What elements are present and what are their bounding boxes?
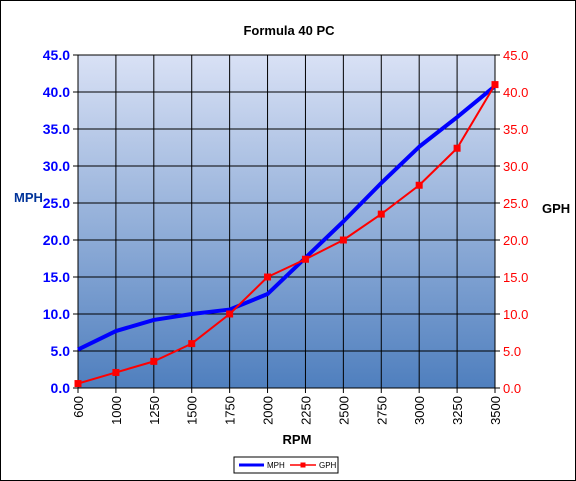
x-axis: 600 1000 1250 1500 1750 2000 2250 2500 2750 3000 3…	[71, 388, 503, 425]
x-tick-label: 2000	[261, 396, 276, 425]
left-tick-label: 10.0	[43, 306, 70, 322]
x-tick-label: 1750	[223, 396, 238, 425]
data-point-gph	[491, 81, 499, 89]
data-point-gph	[415, 181, 423, 189]
legend-box	[233, 456, 339, 474]
x-axis-label: RPM	[283, 432, 312, 447]
data-point-gph	[74, 380, 82, 388]
left-tick-label: 5.0	[51, 343, 71, 359]
series-line-mph	[77, 84, 497, 352]
left-tick-label: 25.0	[43, 195, 70, 211]
data-point-gph	[453, 144, 461, 152]
right-axis-label: GPH	[542, 201, 570, 216]
right-tick-label: 30.0	[503, 159, 528, 174]
right-tick-label: 15.0	[503, 270, 528, 285]
right-tick-label: 20.0	[503, 233, 528, 248]
right-tick-label: 10.0	[503, 307, 528, 322]
x-tick-label: 1250	[147, 396, 162, 425]
x-tick-label: 3250	[450, 396, 465, 425]
data-point-gph	[226, 310, 234, 318]
data-point-gph	[112, 368, 120, 376]
left-axis-label: MPH	[14, 190, 43, 205]
x-tick-label: 2250	[298, 396, 313, 425]
left-tick-label: 0.0	[51, 380, 71, 396]
plot-area	[77, 54, 496, 389]
data-point-gph	[150, 357, 158, 365]
data-point-gph	[377, 210, 385, 218]
x-tick-label: 1500	[185, 396, 200, 425]
series-line-gph	[77, 84, 496, 385]
left-tick-label: 35.0	[43, 121, 70, 137]
series-layer	[74, 81, 499, 388]
right-tick-label: 0.0	[503, 381, 521, 396]
left-tick-label: 40.0	[43, 84, 70, 100]
legend-label-gph: GPH	[319, 461, 337, 470]
data-point-gph	[188, 340, 196, 348]
right-tick-label: 5.0	[503, 344, 521, 359]
left-tick-label: 30.0	[43, 158, 70, 174]
legend: MPH GPH	[233, 456, 339, 474]
left-tick-label: 15.0	[43, 269, 70, 285]
legend-marker-gph	[300, 462, 306, 468]
data-point-gph	[264, 273, 272, 281]
right-y-axis: 0.0 5.0 10.0 15.0 20.0 25.0 30.0 35.0 40.0 45.0	[495, 48, 528, 396]
data-point-gph	[339, 236, 347, 244]
left-y-axis: 0.0 5.0 10.0 15.0 20.0 25.0 30.0 35.0 40.0 45.0	[43, 47, 78, 396]
right-tick-label: 45.0	[503, 48, 528, 63]
data-point-gph	[301, 255, 309, 263]
left-tick-label: 20.0	[43, 232, 70, 248]
x-tick-label: 1000	[109, 396, 124, 425]
right-tick-label: 25.0	[503, 196, 528, 211]
left-tick-label: 45.0	[43, 47, 70, 63]
right-tick-label: 40.0	[503, 85, 528, 100]
x-tick-label: 600	[71, 396, 86, 418]
legend-label-mph: MPH	[267, 461, 285, 470]
x-tick-label: 2750	[374, 396, 389, 425]
x-tick-label: 3500	[488, 396, 503, 425]
x-tick-label: 2500	[336, 396, 351, 425]
right-tick-label: 35.0	[503, 122, 528, 137]
x-tick-label: 3000	[412, 396, 427, 425]
chart-title: Formula 40 PC	[243, 23, 335, 38]
